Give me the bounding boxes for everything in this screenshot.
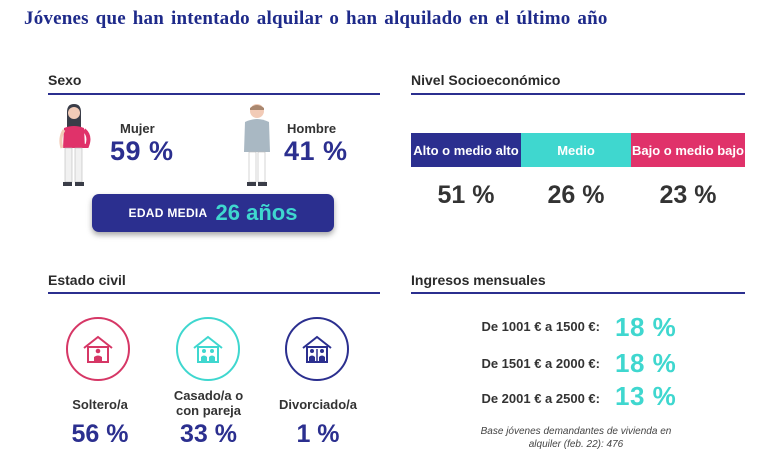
- section-title-ingresos: Ingresos mensuales: [411, 272, 546, 288]
- soltero-value: 56 %: [71, 420, 129, 448]
- income-value-3: 13 %: [615, 381, 677, 411]
- base-note: Base jóvenes demandantes de vivienda en …: [480, 426, 672, 450]
- soltero-circle: [66, 317, 130, 381]
- mujer-label: Mujer: [120, 121, 155, 136]
- woman-icon: [59, 104, 91, 186]
- income-label-1: De 1001 € a 1500 €:: [481, 319, 600, 334]
- man-icon: [244, 104, 270, 186]
- casado-value: 33 %: [180, 420, 237, 448]
- section-rule-ingresos: [411, 292, 745, 294]
- edad-media-label: EDAD MEDIA: [128, 206, 208, 220]
- edad-media-badge: EDAD MEDIA 26 años: [92, 194, 334, 232]
- casado-circle: [176, 317, 240, 381]
- soltero-label: Soltero/a: [72, 397, 128, 412]
- edad-media-value: 26 años: [215, 200, 298, 225]
- section-rule-sexo: [48, 93, 380, 95]
- level-value-alto: 51 %: [437, 181, 495, 209]
- divorciado-circle: [285, 317, 349, 381]
- level-box-alto: Alto o medio alto: [411, 133, 521, 167]
- divorciado-value: 1 %: [296, 420, 340, 448]
- page-title: Jóvenes que han intentado alquilar o han…: [24, 8, 608, 29]
- income-value-2: 18 %: [615, 348, 677, 378]
- hombre-value: 41 %: [284, 136, 348, 166]
- single-house-icon: [83, 335, 113, 363]
- section-title-sexo: Sexo: [48, 72, 82, 88]
- section-rule-nivel: [411, 93, 745, 95]
- level-box-medio: Medio: [521, 133, 631, 167]
- level-value-bajo: 23 %: [659, 181, 717, 209]
- divorced-house-icon: [302, 335, 332, 363]
- income-label-2: De 1501 € a 2000 €:: [481, 356, 600, 371]
- income-value-1: 18 %: [615, 312, 677, 342]
- hombre-label: Hombre: [287, 121, 337, 136]
- section-title-civil: Estado civil: [48, 272, 126, 288]
- casado-label: Casado/a o con pareja: [173, 388, 244, 418]
- couple-house-icon: [193, 335, 223, 363]
- level-box-bajo: Bajo o medio bajo: [631, 133, 745, 167]
- income-label-3: De 2001 € a 2500 €:: [481, 391, 600, 406]
- section-rule-civil: [48, 292, 380, 294]
- mujer-value: 59 %: [110, 136, 174, 166]
- level-value-medio: 26 %: [547, 181, 605, 209]
- divorciado-label: Divorciado/a: [278, 397, 358, 412]
- section-title-nivel: Nivel Socioeconómico: [411, 72, 561, 88]
